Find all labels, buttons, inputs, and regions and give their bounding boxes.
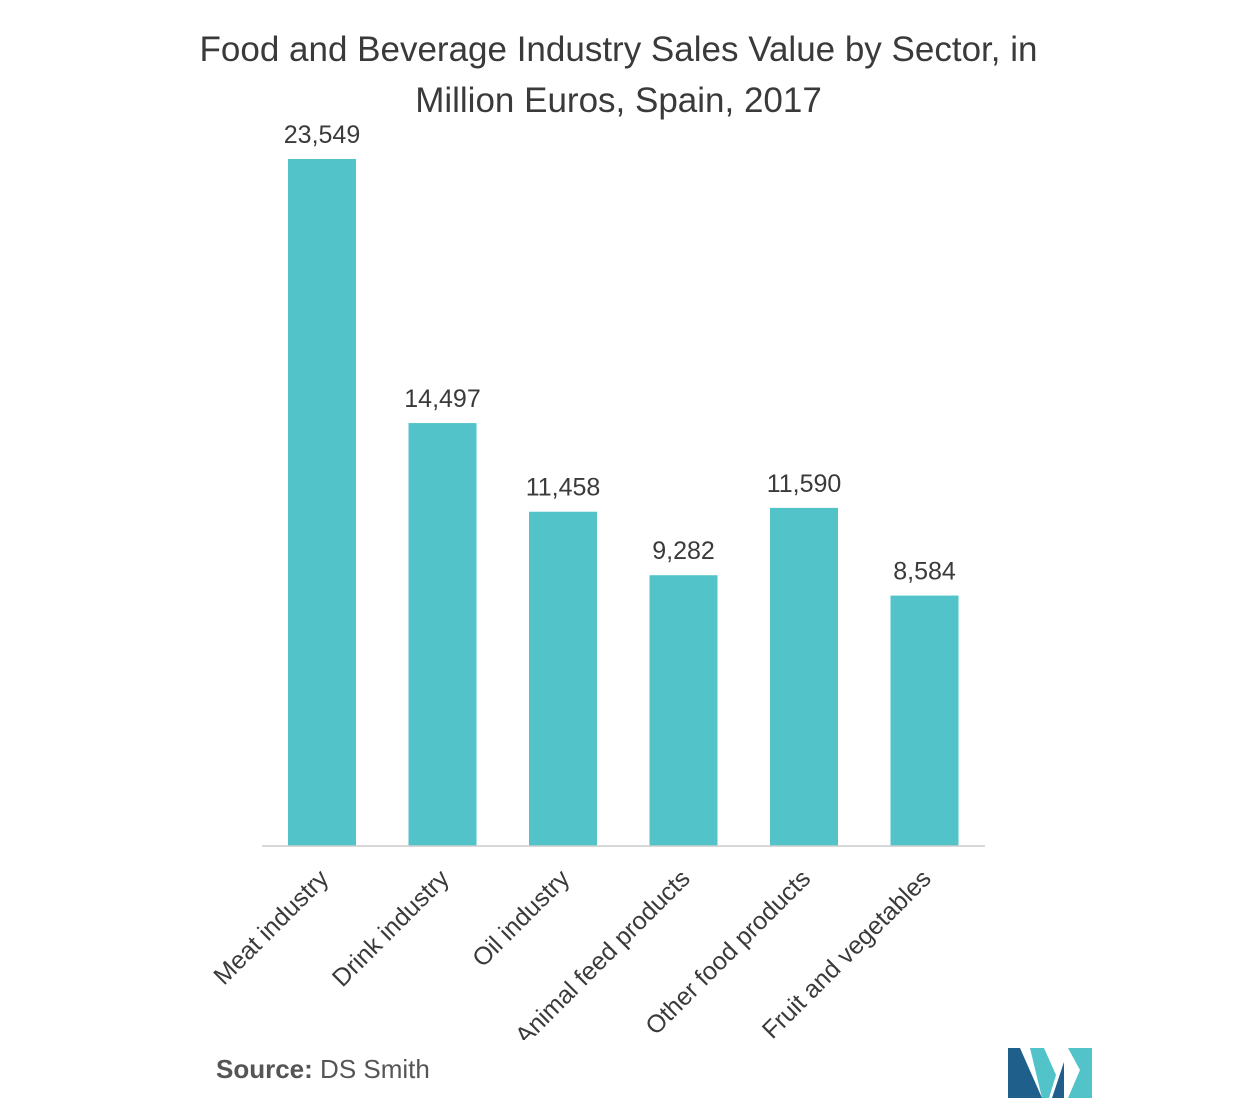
brand-logo-icon [1008,1048,1092,1098]
value-label-animal-feed-products: 9,282 [652,537,715,565]
chart-title: Food and Beverage Industry Sales Value b… [60,24,1177,126]
bar-meat-industry [288,159,356,846]
source-value: DS Smith [320,1054,430,1084]
source-note: Source: DS Smith [216,1054,430,1085]
bar-oil-industry [529,511,597,846]
chart-title-line-1: Food and Beverage Industry Sales Value b… [199,30,1038,69]
source-label: Source: [216,1054,313,1084]
category-label-drink-industry: Drink industry [327,864,455,992]
bar-chart: 23,549 14,497 11,458 9,282 11,590 8,584 Meat … [208,121,985,1040]
category-label-meat-industry: Meat industry [208,864,334,990]
bars-group [288,159,959,846]
chart-title-line-2: Million Euros, Spain, 2017 [415,81,822,120]
value-label-other-food-products: 11,590 [767,470,842,498]
bar-drink-industry [408,423,477,846]
bar-fruit-and-vegetables [890,595,959,846]
value-label-fruit-and-vegetables: 8,584 [893,558,956,586]
value-label-drink-industry: 14,497 [404,385,480,413]
value-labels-group: 23,549 14,497 11,458 9,282 11,590 8,584 [284,121,956,586]
category-label-oil-industry: Oil industry [467,864,576,973]
value-label-meat-industry: 23,549 [284,121,360,149]
bar-other-food-products [770,507,838,846]
value-label-oil-industry: 11,458 [526,474,601,502]
bar-animal-feed-products [649,575,718,846]
